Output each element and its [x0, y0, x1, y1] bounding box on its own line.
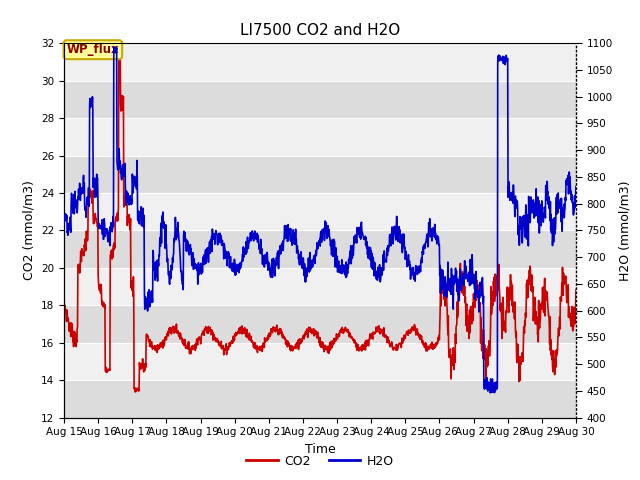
- Bar: [64, 118, 576, 156]
- Text: WP_flux: WP_flux: [67, 43, 119, 56]
- Bar: [64, 268, 576, 305]
- Y-axis label: CO2 (mmol/m3): CO2 (mmol/m3): [22, 180, 35, 280]
- Legend: CO2, H2O: CO2, H2O: [241, 450, 399, 473]
- Bar: [64, 43, 576, 81]
- Bar: [64, 305, 576, 343]
- Title: LI7500 CO2 and H2O: LI7500 CO2 and H2O: [240, 23, 400, 38]
- Y-axis label: H2O (mmol/m3): H2O (mmol/m3): [618, 180, 631, 281]
- Bar: [64, 81, 576, 118]
- Bar: [64, 230, 576, 268]
- Bar: [64, 193, 576, 230]
- Bar: [64, 380, 576, 418]
- Bar: [64, 156, 576, 193]
- X-axis label: Time: Time: [305, 443, 335, 456]
- Bar: [64, 343, 576, 380]
